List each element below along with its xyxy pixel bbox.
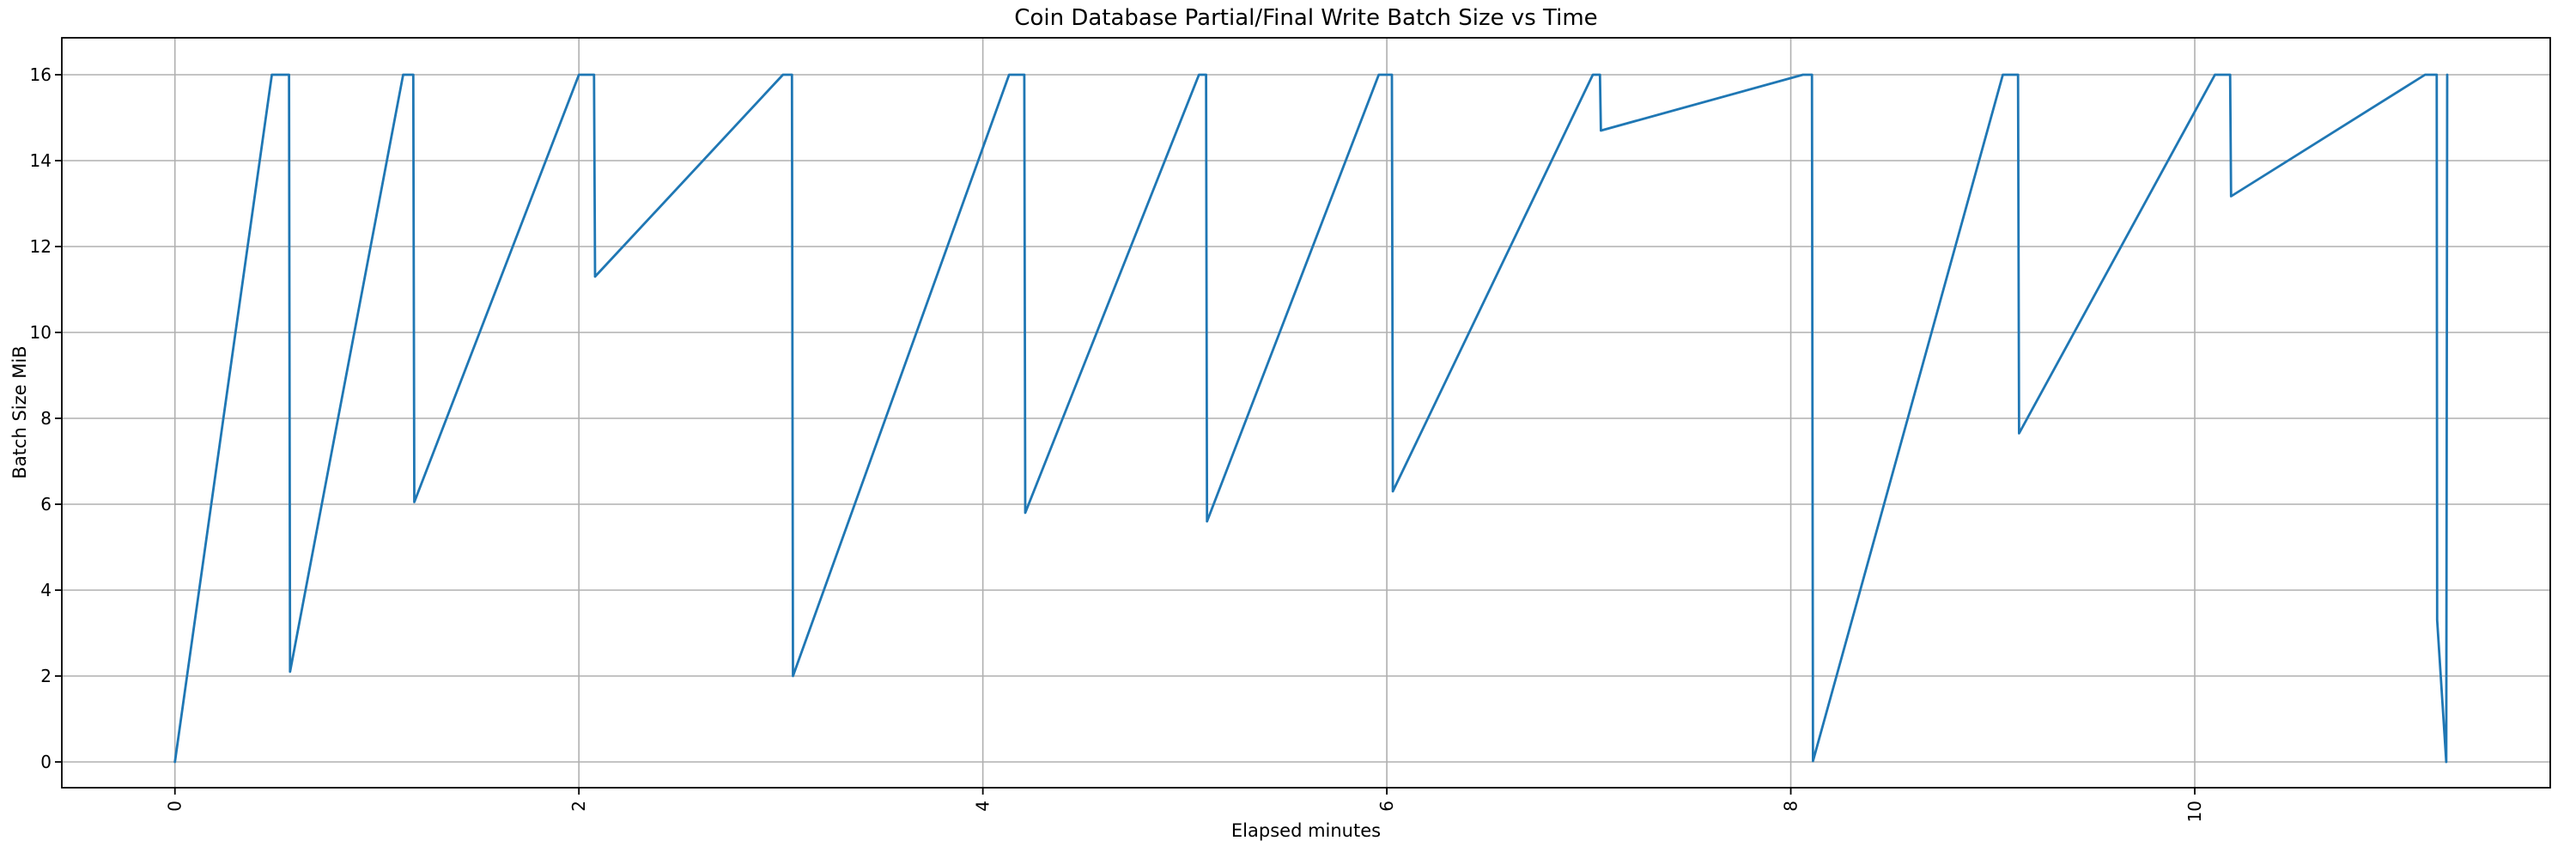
y-tick-label: 0 [40,752,52,772]
y-axis-label: Batch Size MiB [9,345,30,479]
x-axis-label: Elapsed minutes [1230,820,1382,841]
x-tick-label: 0 [165,801,185,812]
y-tick-label: 12 [30,236,52,257]
series-line [173,73,2449,764]
chart-title: Coin Database Partial/Final Write Batch … [1014,5,1598,31]
plot-background [62,38,2550,788]
x-tick-label: 8 [1781,801,1801,812]
x-tick-label: 2 [568,801,589,812]
x-tick-label: 6 [1376,801,1397,812]
x-tick-label: 4 [973,801,993,812]
y-tick-label: 8 [40,408,52,429]
y-tick-label: 4 [40,580,52,600]
y-tick-label: 16 [30,64,52,85]
plot-area-border [61,37,2551,789]
y-tick-label: 14 [30,150,52,171]
x-tick-label: 10 [2184,801,2205,822]
y-tick-label: 10 [30,322,52,343]
y-tick-label: 6 [40,494,52,515]
y-tick-label: 2 [40,666,52,686]
